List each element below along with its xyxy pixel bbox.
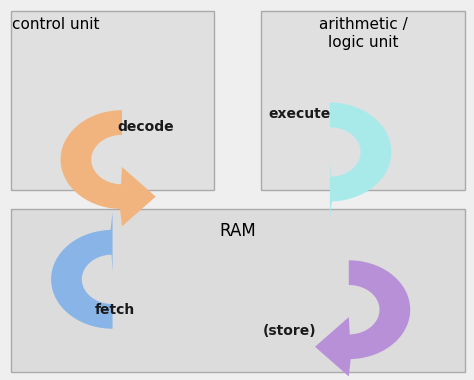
FancyBboxPatch shape xyxy=(11,209,465,372)
Polygon shape xyxy=(51,213,112,367)
Text: execute: execute xyxy=(268,107,330,121)
Polygon shape xyxy=(330,57,392,219)
Text: fetch: fetch xyxy=(95,303,135,317)
Text: RAM: RAM xyxy=(219,222,256,240)
FancyBboxPatch shape xyxy=(11,11,214,190)
Polygon shape xyxy=(61,61,156,226)
Text: (store): (store) xyxy=(263,324,317,337)
Text: decode: decode xyxy=(117,120,174,134)
Polygon shape xyxy=(315,203,410,376)
Text: arithmetic /
logic unit: arithmetic / logic unit xyxy=(319,17,407,49)
Text: control unit: control unit xyxy=(12,17,100,32)
FancyBboxPatch shape xyxy=(261,11,465,190)
